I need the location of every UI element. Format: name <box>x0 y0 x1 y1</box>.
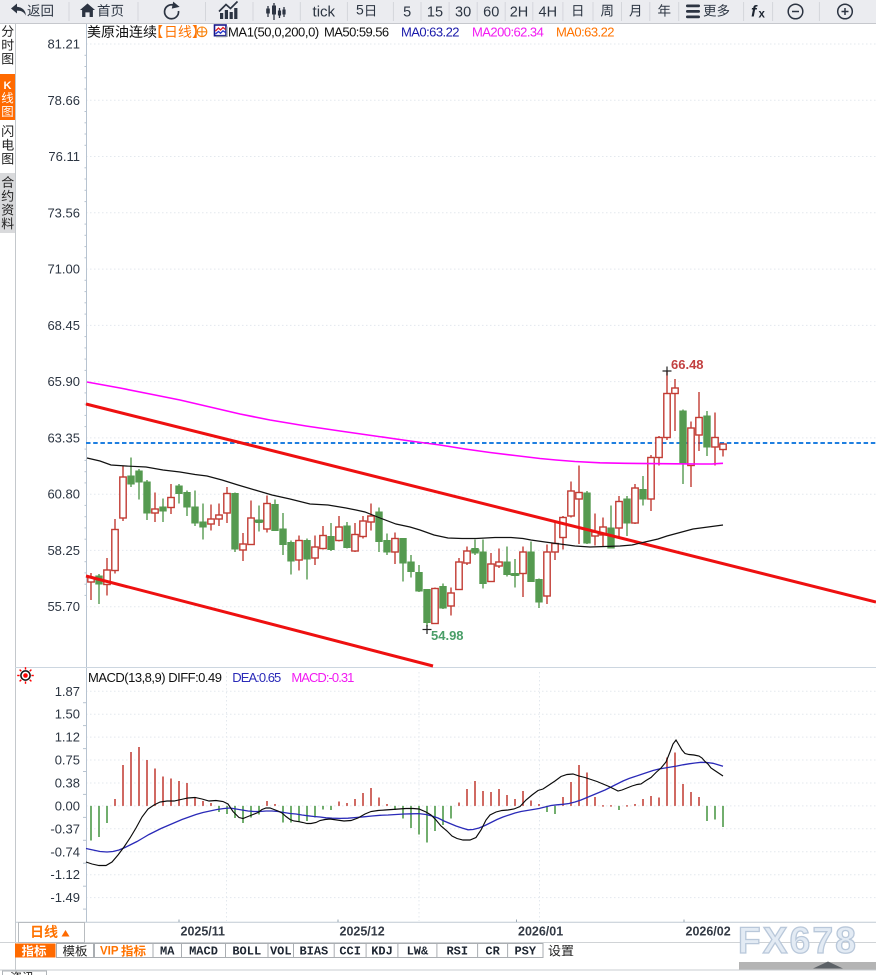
svg-text:MACD:-0.31: MACD:-0.31 <box>291 670 354 685</box>
svg-text:2025/12: 2025/12 <box>340 925 385 939</box>
svg-text:FX678: FX678 <box>738 920 858 961</box>
svg-text:CR: CR <box>485 945 500 959</box>
svg-text:1.12: 1.12 <box>55 730 80 745</box>
svg-text:-1.12: -1.12 <box>50 867 80 882</box>
svg-text:2H: 2H <box>510 5 529 21</box>
svg-text:2026/02: 2026/02 <box>686 925 731 939</box>
svg-text:MACD(13,8,9) DIFF:0.49: MACD(13,8,9) DIFF:0.49 <box>88 670 222 685</box>
svg-text:2025/11: 2025/11 <box>181 925 226 939</box>
svg-text:-0.74: -0.74 <box>50 844 80 859</box>
svg-text:15: 15 <box>427 5 443 21</box>
svg-text:0.75: 0.75 <box>55 753 80 768</box>
svg-text:x: x <box>759 9 766 21</box>
svg-text:MA1(50,0,200,0): MA1(50,0,200,0) <box>228 25 319 40</box>
svg-text:MA200:62.34: MA200:62.34 <box>472 25 544 40</box>
svg-text:BOLL: BOLL <box>232 945 261 959</box>
svg-text:60.80: 60.80 <box>47 487 80 502</box>
svg-text:MA0:63.22: MA0:63.22 <box>401 25 459 40</box>
svg-text:54.98: 54.98 <box>431 628 464 643</box>
svg-text:LW&: LW& <box>407 945 429 959</box>
svg-text:5: 5 <box>403 5 411 21</box>
svg-text:-0.37: -0.37 <box>50 821 80 836</box>
svg-text:f: f <box>751 4 758 21</box>
svg-text:81.21: 81.21 <box>47 37 80 52</box>
svg-text:78.66: 78.66 <box>47 93 80 108</box>
svg-text:K: K <box>4 80 12 92</box>
svg-text:MA: MA <box>160 945 175 959</box>
svg-text:65.90: 65.90 <box>47 374 80 389</box>
svg-text:58.25: 58.25 <box>47 543 80 558</box>
svg-text:68.45: 68.45 <box>47 318 80 333</box>
svg-text:tick: tick <box>313 4 336 21</box>
svg-text:0.00: 0.00 <box>55 798 80 813</box>
svg-text:30: 30 <box>455 5 471 21</box>
svg-text:66.48: 66.48 <box>671 357 704 372</box>
svg-text:MACD: MACD <box>189 945 218 959</box>
svg-text:VOL: VOL <box>270 945 292 959</box>
svg-text:-1.49: -1.49 <box>50 890 80 905</box>
svg-text:MA0:63.22: MA0:63.22 <box>556 25 614 40</box>
svg-text:0.38: 0.38 <box>55 775 80 790</box>
svg-text:60: 60 <box>483 5 499 21</box>
svg-text:MA50:59.56: MA50:59.56 <box>324 25 389 40</box>
svg-text:2026/01: 2026/01 <box>518 925 563 939</box>
svg-text:76.11: 76.11 <box>48 149 80 164</box>
svg-text:4H: 4H <box>539 5 558 21</box>
svg-text:BIAS: BIAS <box>299 945 328 959</box>
svg-text:55.70: 55.70 <box>47 599 80 614</box>
svg-text:PSY: PSY <box>514 945 536 959</box>
svg-text:1.87: 1.87 <box>55 684 80 699</box>
svg-text:DEA:0.65: DEA:0.65 <box>232 670 281 685</box>
svg-text:73.56: 73.56 <box>47 205 80 220</box>
svg-text:63.35: 63.35 <box>47 430 80 445</box>
svg-text:KDJ: KDJ <box>371 945 393 959</box>
svg-text:1.50: 1.50 <box>55 707 80 722</box>
svg-text:5: 5 <box>356 2 364 18</box>
svg-text:RSI: RSI <box>446 945 468 959</box>
svg-text:71.00: 71.00 <box>47 262 80 277</box>
svg-text:CCI: CCI <box>339 945 361 959</box>
svg-text:VIP: VIP <box>100 946 119 958</box>
